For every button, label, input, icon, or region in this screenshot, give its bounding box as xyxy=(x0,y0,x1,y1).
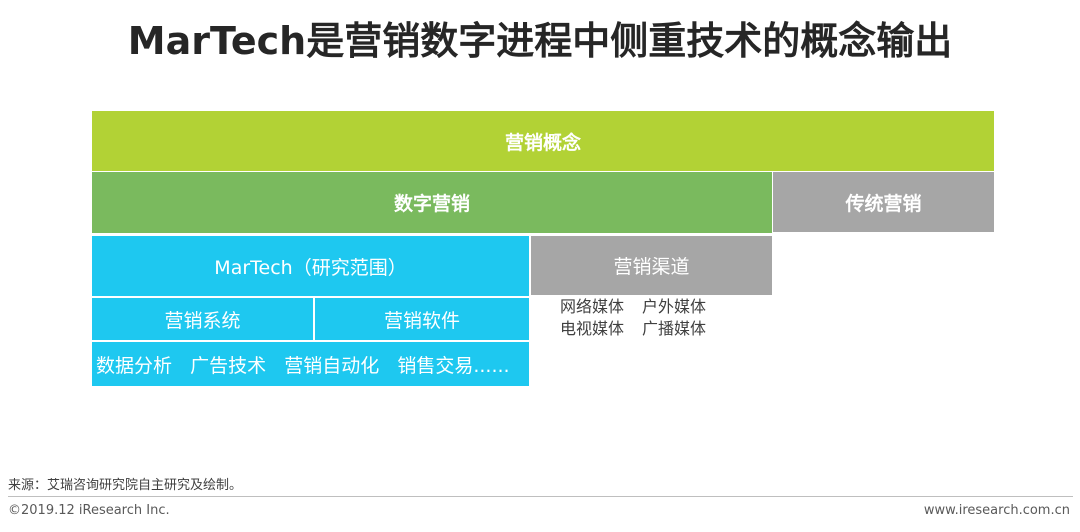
martech-box: MarTech（研究范围） xyxy=(92,236,529,296)
martech-examples-box: 数据分析 广告技术 营销自动化 销售交易...... xyxy=(92,342,529,386)
website-link[interactable]: www.iresearch.com.cn xyxy=(923,503,1070,518)
marketing-system-label: 营销系统 xyxy=(164,309,241,332)
marketing-channels-label: 营销渠道 xyxy=(613,256,690,278)
channel-item: 户外媒体 xyxy=(642,297,707,316)
marketing-channels-box: 营销渠道 xyxy=(531,236,772,295)
channel-list: 网络媒体 户外媒体 电视媒体 广播媒体 xyxy=(560,296,706,340)
marketing-software-box: 营销软件 xyxy=(315,298,529,340)
channel-item: 广播媒体 xyxy=(642,319,707,338)
channel-row: 电视媒体 广播媒体 xyxy=(560,318,706,340)
digital-marketing-label: 数字营销 xyxy=(393,193,470,215)
channel-item: 网络媒体 xyxy=(560,297,625,316)
martech-label: MarTech（研究范围） xyxy=(214,256,407,279)
copyright: ©2019.12 iResearch Inc. xyxy=(8,503,170,518)
traditional-marketing-label: 传统营销 xyxy=(845,192,922,215)
traditional-marketing-box: 传统营销 xyxy=(773,172,994,232)
digital-marketing-box: 数字营销 xyxy=(92,172,772,233)
page-title: MarTech是营销数字进程中侧重技术的概念输出 xyxy=(127,19,953,63)
martech-examples-label: 数据分析 广告技术 营销自动化 销售交易...... xyxy=(96,354,510,377)
source-note: 来源：艾瑞咨询研究院自主研究及绘制。 xyxy=(8,478,243,493)
footer-divider xyxy=(8,496,1073,497)
marketing-system-box: 营销系统 xyxy=(92,298,313,340)
marketing-software-label: 营销软件 xyxy=(383,309,460,332)
marketing-concept-box: 营销概念 xyxy=(92,111,994,171)
marketing-concept-label: 营销概念 xyxy=(504,131,581,154)
channel-row: 网络媒体 户外媒体 xyxy=(560,296,706,318)
channel-item: 电视媒体 xyxy=(560,319,625,338)
